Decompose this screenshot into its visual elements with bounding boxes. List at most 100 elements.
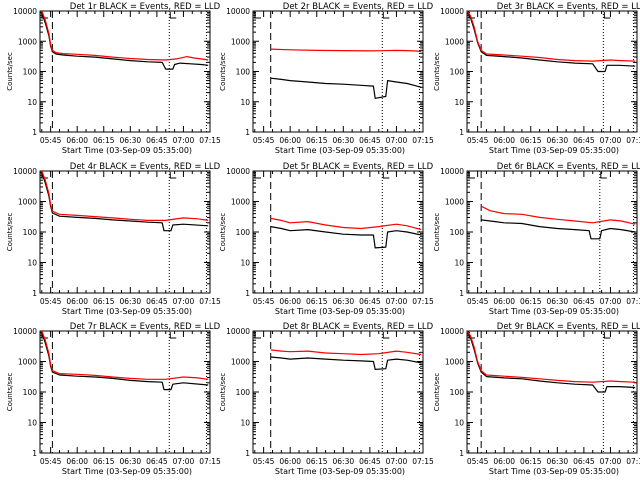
x-tick-label: 07:15 <box>626 136 640 145</box>
chart-title: Det 1r BLACK = Events, RED = LLD <box>70 2 221 12</box>
x-tick-label: 07:15 <box>626 457 640 466</box>
x-tick-label: 07:15 <box>412 457 434 466</box>
x-tick-label: 05:45 <box>467 136 489 145</box>
y-tick-label: 100 <box>236 388 251 397</box>
y-axis-label: Counts/sec <box>433 213 441 252</box>
y-tick-label: 10000 <box>226 167 250 176</box>
x-axis-label: Start Time (03-Sep-09 05:35:00) <box>62 307 192 316</box>
x-tick-label: 06:30 <box>547 297 569 306</box>
x-tick-label: 07:00 <box>600 297 622 306</box>
plot-frame <box>466 10 638 133</box>
x-tick-label: 07:15 <box>412 297 434 306</box>
x-axis-label: Start Time (03-Sep-09 05:35:00) <box>275 146 405 155</box>
x-axis-label: Start Time (03-Sep-09 05:35:00) <box>489 146 619 155</box>
x-tick-label: 06:45 <box>359 297 381 306</box>
x-tick-label: 06:45 <box>146 136 168 145</box>
series-line-lld-red <box>480 205 636 225</box>
x-tick-label: 06:45 <box>359 136 381 145</box>
x-tick-label: 06:45 <box>573 457 595 466</box>
corner-bracket-glyph <box>468 172 475 179</box>
y-tick-label: 1 <box>245 289 250 298</box>
series-line-events-black <box>270 77 422 99</box>
y-tick-label: 1 <box>32 449 37 458</box>
series-line-lld-red <box>40 331 209 380</box>
corner-bracket-glyph <box>382 332 390 339</box>
plot-frame <box>252 330 424 454</box>
y-tick-label: 1000 <box>18 198 37 207</box>
series-line-events-black <box>467 11 636 73</box>
y-tick-label: 10 <box>27 98 37 107</box>
x-tick-label: 06:30 <box>120 457 142 466</box>
y-tick-label: 1000 <box>231 37 250 46</box>
y-tick-label: 100 <box>23 388 38 397</box>
x-tick-label: 07:15 <box>199 297 221 306</box>
x-tick-label: 07:00 <box>386 297 408 306</box>
chart-panel: Det 4r BLACK = Events, RED = LLD 1 10 100 10… <box>6 162 221 316</box>
y-tick-label: 100 <box>23 228 38 237</box>
series-line-lld-red <box>467 331 636 383</box>
y-tick-label: 10000 <box>226 327 250 336</box>
chart-title: Det 4r BLACK = Events, RED = LLD <box>70 162 221 172</box>
y-tick-label: 100 <box>23 68 38 77</box>
x-tick-label: 07:15 <box>412 136 434 145</box>
y-tick-label: 10 <box>454 259 464 268</box>
corner-bracket-glyph <box>254 12 261 19</box>
series-group <box>40 171 209 232</box>
corner-bracket-glyph <box>382 172 390 179</box>
x-tick-label: 07:15 <box>199 457 221 466</box>
x-tick-label: 06:45 <box>573 297 595 306</box>
series-line-lld-red <box>40 11 209 61</box>
series-line-events-black <box>467 331 636 393</box>
x-axis-label: Start Time (03-Sep-09 05:35:00) <box>275 307 405 316</box>
y-tick-label: 10 <box>240 98 250 107</box>
x-tick-label: 06:00 <box>493 136 515 145</box>
y-tick-label: 100 <box>450 228 465 237</box>
y-axis-label: Counts/sec <box>219 52 227 91</box>
x-tick-label: 06:30 <box>333 297 355 306</box>
x-tick-label: 06:15 <box>520 297 542 306</box>
y-tick-label: 1 <box>245 449 250 458</box>
chart-panel: Det 8r BLACK = Events, RED = LLD 1 10 100 10… <box>219 322 434 476</box>
y-tick-label: 100 <box>236 68 251 77</box>
x-tick-label: 05:45 <box>40 457 62 466</box>
plot-frame <box>39 10 211 133</box>
y-tick-label: 1 <box>459 449 464 458</box>
y-tick-label: 1 <box>245 128 250 137</box>
series-line-lld-red <box>40 171 209 221</box>
y-tick-label: 10 <box>240 419 250 428</box>
y-axis-label: Counts/sec <box>6 213 14 252</box>
y-tick-label: 10 <box>454 98 464 107</box>
x-tick-label: 06:45 <box>146 297 168 306</box>
x-tick-label: 06:45 <box>573 136 595 145</box>
y-tick-label: 10000 <box>440 327 464 336</box>
corner-bracket-glyph <box>169 332 177 339</box>
corner-bracket-glyph <box>254 172 261 179</box>
series-line-events-black <box>270 356 422 370</box>
y-axis-label: Counts/sec <box>219 373 227 412</box>
x-tick-label: 05:45 <box>40 297 62 306</box>
x-tick-label: 07:00 <box>600 457 622 466</box>
chart-title: Det 6r BLACK = Events, RED = LLD <box>497 162 640 172</box>
x-tick-label: 06:00 <box>66 136 88 145</box>
x-tick-label: 06:30 <box>333 136 355 145</box>
series-line-lld-red <box>467 11 636 62</box>
x-tick-label: 06:45 <box>146 457 168 466</box>
plot-frame <box>252 10 424 133</box>
y-tick-label: 10 <box>454 419 464 428</box>
x-tick-label: 06:30 <box>547 136 569 145</box>
series-line-events-black <box>481 219 636 240</box>
x-tick-label: 05:45 <box>467 297 489 306</box>
series-group <box>270 217 422 249</box>
x-tick-label: 07:00 <box>173 297 195 306</box>
x-tick-label: 07:00 <box>173 136 195 145</box>
y-tick-label: 1 <box>32 128 37 137</box>
y-tick-label: 1000 <box>445 358 464 367</box>
series-line-events-black <box>40 171 209 232</box>
plot-frame <box>39 170 211 294</box>
chart-title: Det 2r BLACK = Events, RED = LLD <box>283 2 434 12</box>
corner-bracket-glyph <box>603 332 611 339</box>
series-line-events-black <box>40 11 209 70</box>
x-tick-label: 05:45 <box>253 457 275 466</box>
x-axis-label: Start Time (03-Sep-09 05:35:00) <box>489 307 619 316</box>
